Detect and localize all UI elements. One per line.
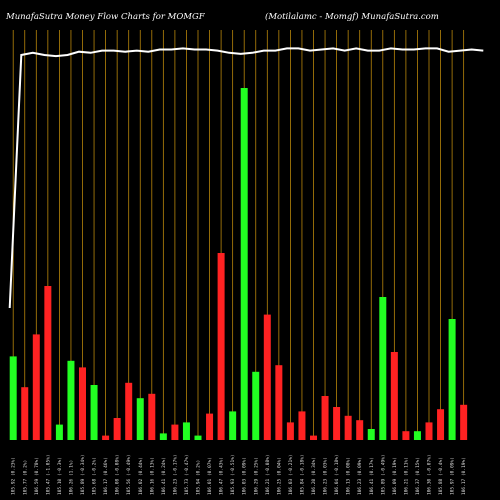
flow-bar bbox=[367, 429, 375, 440]
flow-bar bbox=[275, 365, 283, 440]
x-tick-label: 106.59 (0.78%) bbox=[34, 457, 40, 495]
x-tick-label: 106.23 (0.09%) bbox=[357, 457, 363, 495]
x-tick-label: 106.20 (0.34%) bbox=[311, 457, 317, 495]
flow-bar bbox=[125, 382, 133, 440]
x-tick-label: 106.17 (0.46%) bbox=[103, 457, 109, 495]
flow-bar bbox=[240, 88, 248, 440]
x-tick-label: 105.89 (-0.49%) bbox=[380, 454, 386, 495]
x-tick-label: 106.41 (0.17%) bbox=[369, 457, 375, 495]
flow-bar bbox=[344, 415, 352, 440]
flow-bar bbox=[136, 398, 144, 440]
x-tick-label: 106.21 (0.11%) bbox=[403, 457, 409, 495]
x-tick-label: 106.23 (0.03%) bbox=[323, 457, 329, 495]
flow-bar bbox=[44, 286, 52, 440]
flow-bar bbox=[263, 314, 271, 440]
flow-bar bbox=[252, 371, 260, 440]
x-tick-label: 106.03 (0.09%) bbox=[242, 457, 248, 495]
x-tick-label: 105.77 (0.2%) bbox=[22, 460, 28, 495]
x-tick-label: 106.26 (1.1%) bbox=[68, 460, 74, 495]
x-tick-label: 105.68 (-0.2%) bbox=[92, 457, 98, 495]
x-tick-label: 106.03 (-0.21%) bbox=[288, 454, 294, 495]
flow-bar bbox=[21, 387, 29, 440]
flow-bar bbox=[206, 413, 214, 440]
flow-bar bbox=[194, 435, 202, 440]
x-tick-label: 105.93 (-0.51%) bbox=[230, 454, 236, 495]
flow-bar bbox=[460, 404, 468, 440]
x-tick-label: 105.88 (-0.4%) bbox=[438, 457, 444, 495]
x-tick-label: 106.21 (-0.08%) bbox=[265, 454, 271, 495]
price-line bbox=[8, 47, 484, 309]
x-tick-label: 105.84 (-0.18%) bbox=[299, 454, 305, 495]
x-tick-label: 106.02 (0.44%) bbox=[138, 457, 144, 495]
flow-bar bbox=[448, 319, 456, 440]
x-tick-label: 105.89 (-0.34%) bbox=[80, 454, 86, 495]
flow-bar bbox=[148, 393, 156, 440]
flow-bar bbox=[90, 385, 98, 440]
flow-bar bbox=[32, 334, 40, 440]
flow-bar bbox=[333, 407, 341, 440]
flow-bar bbox=[55, 424, 63, 440]
x-tick-label: 106.29 (0.25%) bbox=[253, 457, 259, 495]
x-tick-label: 105.10 (-0.3%) bbox=[57, 457, 63, 495]
x-tick-label: 106.13 (0.08%) bbox=[346, 457, 352, 495]
x-tick-label: 106.17 (0.19%) bbox=[461, 457, 467, 495]
x-tick-label: 105.92 (0.23%) bbox=[11, 457, 17, 495]
flow-bar bbox=[229, 411, 237, 440]
flow-bar bbox=[286, 422, 294, 440]
x-tick-label: 106.47 (0.43%) bbox=[219, 457, 225, 495]
chart-title: MunafaSutra Money Flow Charts for MOMGF bbox=[6, 12, 205, 22]
flow-bar bbox=[390, 352, 398, 440]
flow-bar bbox=[102, 435, 110, 440]
chart-subtitle: (Motilalamc - Momgf) MunafaSutra.com bbox=[265, 12, 439, 22]
x-tick-label: 106.23 (-0.17%) bbox=[172, 454, 178, 495]
x-tick-label: 106.25 (0.04%) bbox=[276, 457, 282, 495]
flow-bar bbox=[310, 435, 317, 440]
flow-bar bbox=[413, 431, 421, 440]
x-tick-label: 106.01 (0.07%) bbox=[207, 457, 213, 495]
flow-bar bbox=[171, 424, 179, 440]
flow-bar bbox=[79, 367, 86, 440]
x-tick-label: 105.73 (-0.47%) bbox=[184, 454, 190, 495]
flow-bar bbox=[67, 360, 75, 440]
flow-bar bbox=[437, 409, 445, 440]
x-tick-label: 106.41 (0.24%) bbox=[161, 457, 167, 495]
x-tick-label: 105.97 (0.09%) bbox=[450, 457, 456, 495]
flow-bar bbox=[298, 411, 306, 440]
x-tick-label: 105.47 (-1.05%) bbox=[45, 454, 51, 495]
x-tick-label: 106.08 (-0.08%) bbox=[115, 454, 121, 495]
x-tick-label: 106.09 (0.19%) bbox=[392, 457, 398, 495]
x-tick-label: 106.30 (-0.07%) bbox=[427, 454, 433, 495]
x-tick-label: 105.56 (-0.49%) bbox=[126, 454, 132, 495]
flow-bar bbox=[9, 356, 17, 440]
flow-bar bbox=[425, 422, 433, 440]
flow-bar bbox=[113, 418, 121, 440]
flow-bar bbox=[321, 396, 329, 440]
flow-bar bbox=[379, 297, 387, 440]
x-tick-label: 106.16 (0.13%) bbox=[149, 457, 155, 495]
x-tick-label: 106.37 (0.15%) bbox=[415, 457, 421, 495]
flow-bar bbox=[402, 431, 410, 440]
flow-bar bbox=[159, 433, 167, 440]
flow-bar bbox=[217, 253, 225, 440]
x-tick-label: 105.94 (0.2%) bbox=[196, 460, 202, 495]
flow-bar bbox=[182, 422, 190, 440]
flow-bar bbox=[356, 420, 364, 440]
x-tick-label: 106.04 (-0.18%) bbox=[334, 454, 340, 495]
